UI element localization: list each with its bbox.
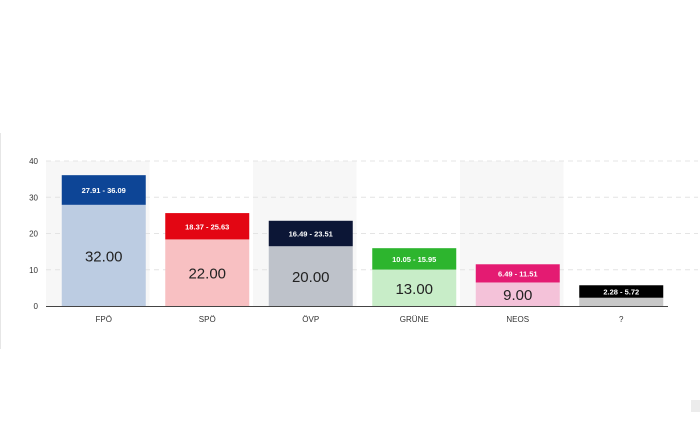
estimate-bar (165, 239, 250, 306)
estimate-bar (475, 282, 560, 306)
y-tick-label: 20 (29, 230, 38, 239)
range-label: 16.49 - 23.51 (289, 230, 333, 239)
y-tick-label: 0 (34, 302, 39, 311)
estimate-bar (372, 269, 457, 306)
range-cap (579, 285, 664, 298)
estimate-bar (268, 246, 353, 306)
estimate-bar (579, 297, 664, 306)
range-label: 10.05 - 15.95 (392, 255, 436, 264)
range-cap (61, 175, 146, 205)
range-label: 6.49 - 11.51 (498, 269, 538, 278)
range-label: 27.91 - 36.09 (82, 186, 126, 195)
range-cap (372, 248, 457, 270)
corner-scroll-box (691, 400, 700, 412)
range-cap (165, 213, 250, 240)
range-label: 18.37 - 25.63 (185, 222, 229, 231)
range-cap (475, 264, 560, 283)
value-label: 32.00 (85, 248, 123, 265)
y-tick-label: 30 (29, 193, 38, 202)
y-tick-label: 40 (29, 157, 38, 166)
value-label: 22.00 (188, 266, 226, 283)
category-label: ÖVP (302, 315, 319, 324)
y-tick-label: 10 (29, 266, 38, 275)
range-label: 2.28 - 5.72 (603, 288, 639, 297)
category-label: ? (619, 315, 624, 324)
estimate-bar (61, 204, 146, 306)
range-cap (268, 220, 353, 247)
category-label: NEOS (506, 315, 529, 324)
category-label: GRÜNE (400, 315, 429, 324)
left-frame (0, 133, 1, 349)
value-label: 9.00 (503, 287, 532, 304)
value-label: 13.00 (395, 281, 433, 298)
category-label: FPÖ (96, 315, 112, 324)
category-label: SPÖ (199, 315, 216, 324)
value-label: 20.00 (292, 269, 330, 286)
